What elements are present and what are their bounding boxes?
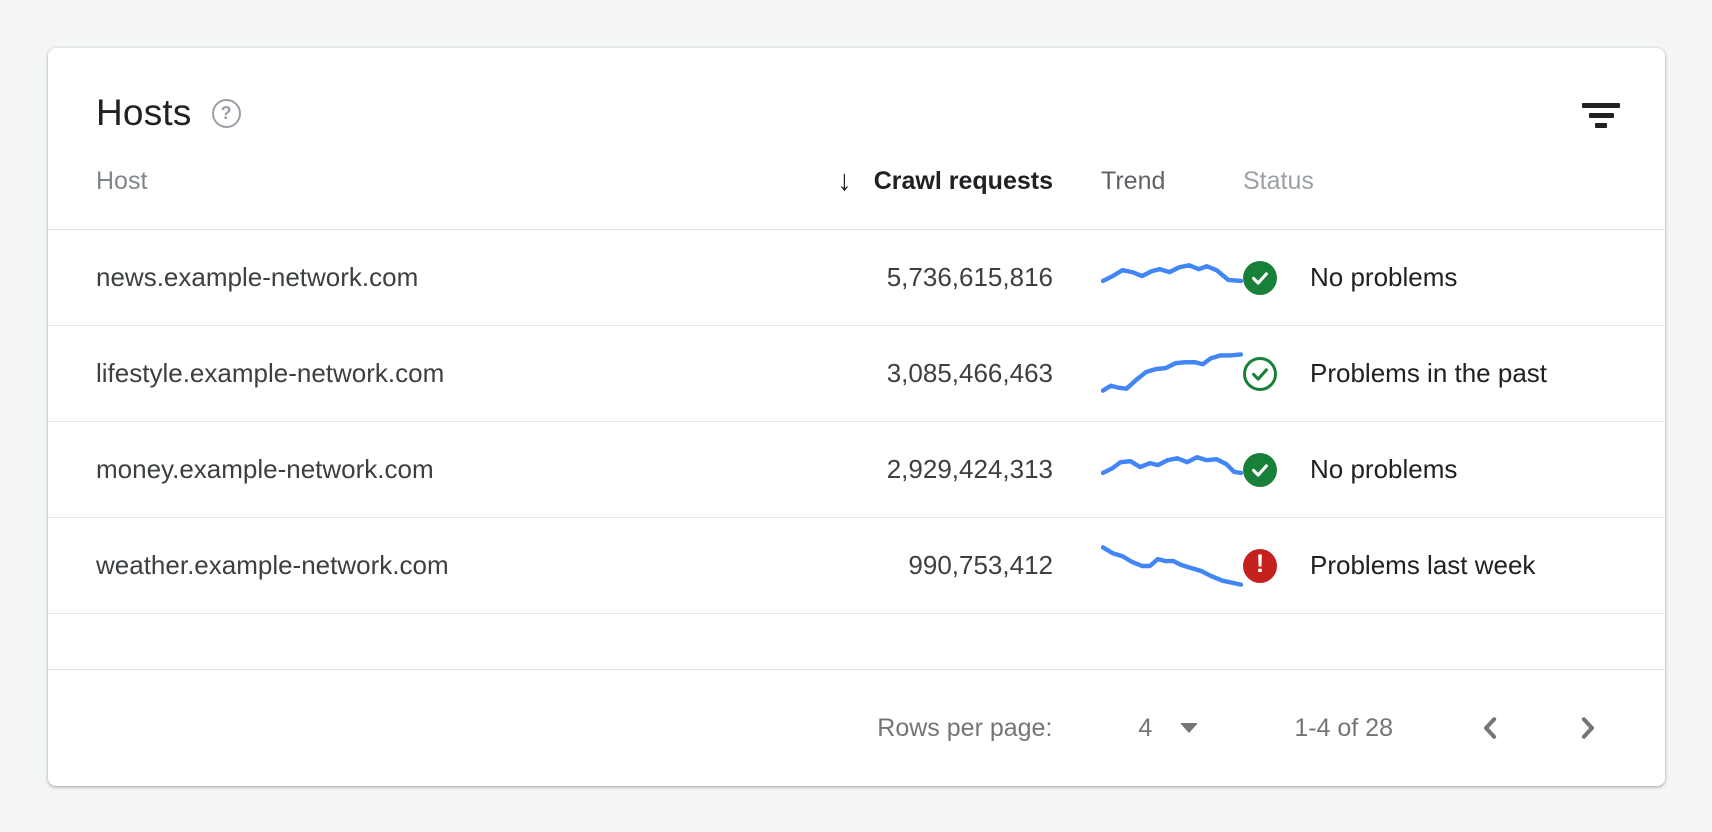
dropdown-caret-icon (1180, 723, 1199, 733)
next-page-button[interactable] (1565, 706, 1609, 750)
column-header-crawl-requests[interactable]: ↓ Crawl requests (837, 165, 1053, 197)
crawl-requests-value: 5,736,615,816 (886, 262, 1053, 292)
trend-sparkline (1053, 351, 1243, 397)
table-row[interactable]: money.example-network.com 2,929,424,313 … (48, 422, 1665, 518)
status-check-filled-icon: ! (1243, 452, 1277, 487)
help-icon[interactable]: ? (211, 98, 241, 128)
table-row[interactable]: lifestyle.example-network.com 3,085,466,… (48, 326, 1665, 422)
table-row[interactable]: weather.example-network.com 990,753,412 … (48, 518, 1665, 614)
trend-sparkline (1053, 255, 1243, 301)
crawl-requests-value: 990,753,412 (908, 550, 1053, 580)
column-header-trend[interactable]: Trend (1101, 167, 1166, 195)
pagination-range: 1-4 of 28 (1294, 713, 1393, 742)
crawl-requests-value: 2,929,424,313 (886, 454, 1053, 484)
rows-per-page-label: Rows per page: (877, 713, 1053, 742)
status-label: Problems in the past (1310, 358, 1548, 388)
previous-page-button[interactable] (1469, 706, 1513, 750)
column-header-host[interactable]: Host (96, 167, 148, 195)
trend-sparkline (1053, 447, 1243, 493)
page-title: Hosts (96, 92, 192, 133)
status-error-icon: ! (1243, 548, 1277, 583)
status-label: No problems (1310, 454, 1458, 484)
host-name: weather.example-network.com (96, 550, 449, 580)
host-name: lifestyle.example-network.com (96, 358, 445, 388)
status-check-outline-icon: ! (1243, 356, 1277, 391)
column-header-status[interactable]: Status (1243, 167, 1314, 195)
chevron-right-icon (1581, 717, 1594, 739)
filter-icon[interactable] (1581, 100, 1621, 130)
host-name: money.example-network.com (96, 454, 434, 484)
trend-sparkline (1053, 543, 1243, 589)
hosts-card: Hosts ? Host ↓ Crawl requests Trend Stat… (48, 48, 1665, 786)
rows-per-page-select[interactable]: 4 (1138, 713, 1199, 743)
host-name: news.example-network.com (96, 262, 419, 292)
status-cell: ! Problems in the past (1243, 356, 1617, 391)
status-cell: ! No problems (1243, 452, 1617, 487)
crawl-requests-value: 3,085,466,463 (886, 358, 1053, 388)
pagination-bar: Rows per page: 4 1-4 of 28 (48, 669, 1665, 786)
chevron-left-icon (1484, 717, 1497, 739)
table-header-row: Host ↓ Crawl requests Trend Status (48, 134, 1665, 230)
card-header: Hosts ? (48, 48, 1665, 134)
rows-per-page-value: 4 (1138, 713, 1153, 742)
status-label: No problems (1310, 262, 1458, 292)
status-check-filled-icon: ! (1243, 260, 1277, 295)
status-label: Problems last week (1310, 550, 1536, 580)
status-cell: ! Problems last week (1243, 548, 1617, 583)
sort-descending-icon[interactable]: ↓ (837, 165, 852, 197)
table-row[interactable]: news.example-network.com 5,736,615,816 !… (48, 230, 1665, 326)
status-cell: ! No problems (1243, 260, 1617, 295)
